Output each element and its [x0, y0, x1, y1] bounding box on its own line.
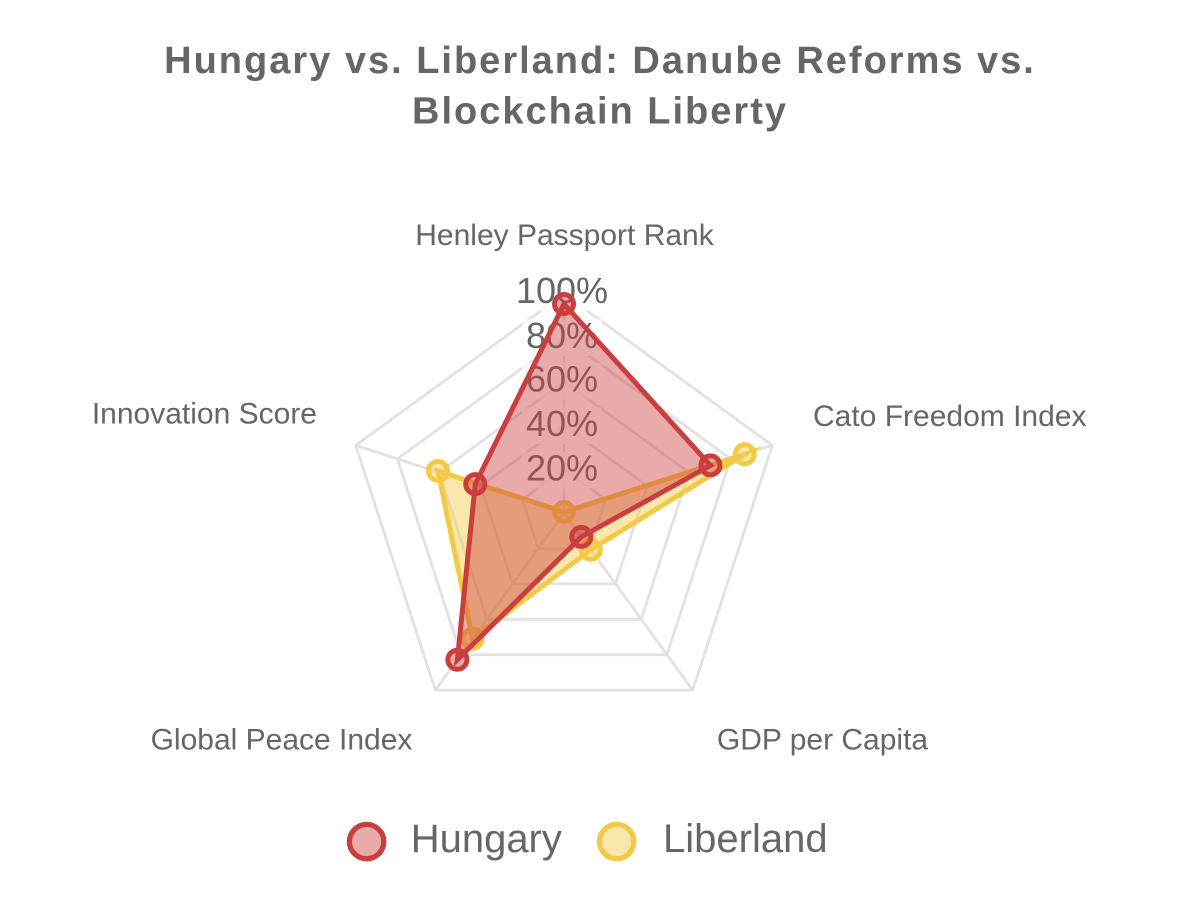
svg-text:Cato Freedom Index: Cato Freedom Index [813, 400, 1086, 433]
svg-text:Henley Passport Rank: Henley Passport Rank [415, 219, 714, 252]
svg-text:GDP per Capita: GDP per Capita [717, 724, 929, 757]
svg-text:40%: 40% [526, 403, 598, 444]
svg-text:Blockchain Liberty: Blockchain Liberty [412, 91, 788, 133]
svg-text:80%: 80% [526, 315, 598, 356]
svg-text:Liberland: Liberland [663, 817, 828, 861]
svg-text:Hungary vs. Liberland: Danube: Hungary vs. Liberland: Danube Reforms vs… [164, 40, 1036, 82]
svg-text:Global Peace Index: Global Peace Index [151, 724, 413, 757]
svg-text:Hungary: Hungary [411, 817, 562, 861]
svg-text:Innovation Score: Innovation Score [92, 398, 317, 431]
svg-text:20%: 20% [526, 448, 598, 489]
svg-text:60%: 60% [526, 359, 598, 400]
